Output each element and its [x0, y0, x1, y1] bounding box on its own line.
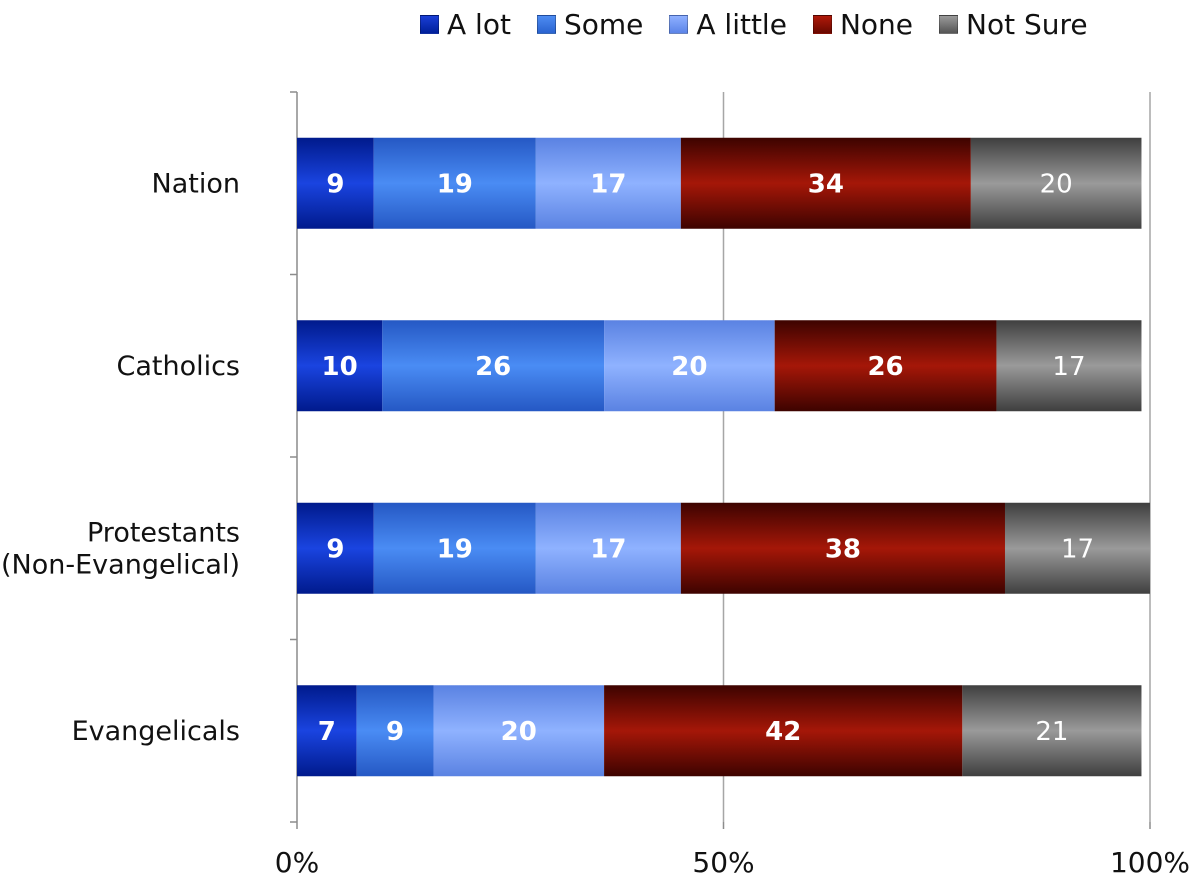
bar-segment — [373, 137, 536, 229]
data-label: 26 — [867, 352, 903, 382]
legend-swatch-not-sure — [939, 14, 958, 34]
data-label: 26 — [475, 352, 511, 382]
bar-segment — [970, 137, 1142, 229]
data-label: 19 — [437, 534, 473, 564]
legend-label-not-sure: Not Sure — [966, 7, 1088, 41]
data-label: 7 — [318, 717, 336, 747]
data-label: 17 — [1052, 352, 1085, 382]
legend-label-some: Some — [563, 7, 644, 41]
bar-segment — [297, 320, 383, 412]
data-label: 34 — [808, 169, 844, 199]
bar-segment — [373, 502, 536, 594]
legend-item-a-little: A little — [669, 8, 787, 41]
data-label: 20 — [671, 352, 707, 382]
bar-segment — [604, 685, 963, 777]
data-label: 17 — [1061, 534, 1094, 564]
legend-item-some: Some — [536, 7, 644, 41]
data-label: 9 — [386, 717, 404, 747]
data-label: 17 — [590, 169, 626, 199]
category-label: Protestants (Non-Evangelical) — [1, 517, 240, 580]
bar-segment — [356, 685, 434, 777]
bar-segment — [774, 320, 997, 412]
bar-segment — [535, 502, 681, 594]
legend-swatch-a-little — [669, 14, 689, 34]
data-label: 10 — [322, 352, 358, 382]
legend-swatch-none — [812, 14, 832, 34]
bar-segment — [297, 502, 374, 594]
legend-swatch-a-lot — [420, 14, 439, 34]
legend-swatch-some — [536, 14, 556, 34]
legend-item-none: None — [812, 7, 913, 41]
bar-segment — [297, 137, 374, 229]
data-label: 21 — [1035, 717, 1068, 747]
data-label: 42 — [765, 717, 801, 747]
data-label: 38 — [825, 534, 861, 564]
legend-item-not-sure: Not Sure — [939, 8, 1088, 41]
x-tick-label: 0% — [275, 846, 319, 878]
bar-segment — [604, 320, 775, 412]
data-label: 19 — [437, 169, 473, 199]
data-label: 20 — [501, 717, 537, 747]
data-label: 20 — [1040, 169, 1073, 199]
category-label: Nation — [152, 168, 240, 199]
bar-segment — [680, 502, 1005, 594]
chart-legend: A lot Some A little None Not Sure — [420, 4, 1114, 44]
x-tick-label: 50% — [692, 846, 754, 878]
legend-label-a-little: A little — [696, 7, 787, 41]
x-tick-label: 100% — [1110, 846, 1190, 878]
bar-segment — [996, 320, 1142, 412]
bar-segment — [1004, 502, 1150, 594]
bar-segment — [382, 320, 605, 412]
bar-segment — [962, 685, 1142, 777]
bar-segment — [297, 685, 357, 777]
legend-item-a-lot: A lot — [420, 8, 511, 41]
category-label: Evangelicals — [72, 716, 240, 747]
bar-segment — [680, 137, 971, 229]
legend-label-a-lot: A lot — [447, 7, 511, 41]
category-label: Catholics — [116, 351, 240, 382]
data-label: 9 — [326, 534, 344, 564]
data-label: 9 — [326, 169, 344, 199]
data-label: 17 — [590, 534, 626, 564]
bar-segment — [433, 685, 605, 777]
legend-label-none: None — [839, 7, 913, 41]
bar-segment — [535, 137, 681, 229]
